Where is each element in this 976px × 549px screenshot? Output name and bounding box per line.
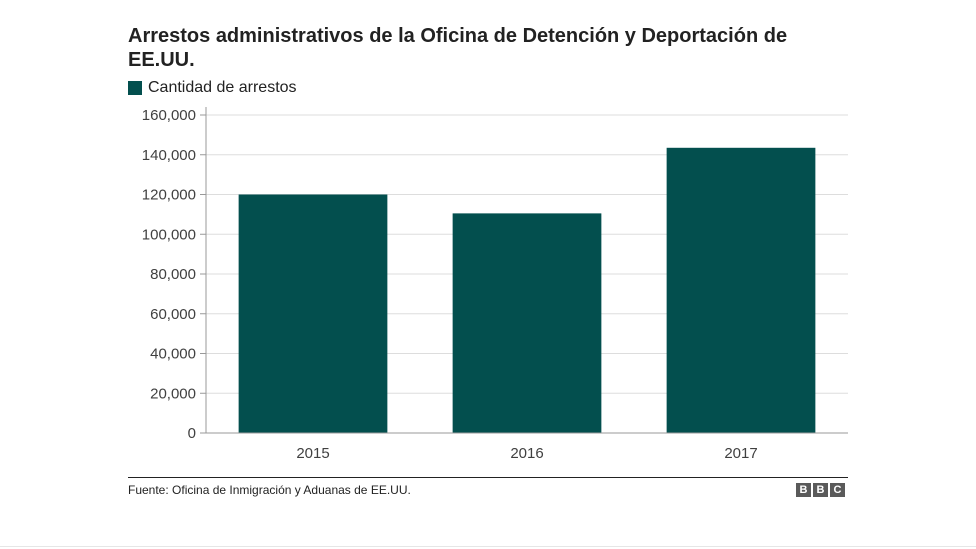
y-tick-label: 0 [188,425,196,442]
bars [238,147,816,433]
bbc-logo-letter: B [813,483,828,497]
page-bottom-border [0,546,976,547]
source-note: Fuente: Oficina de Inmigración y Aduanas… [128,483,411,497]
y-tick-label: 20,000 [150,385,196,402]
bar-2016 [452,213,602,433]
bbc-logo-letter: B [796,483,811,497]
legend-swatch [128,81,142,95]
y-tick-label: 120,000 [142,187,196,204]
bbc-logo: B B C [796,483,845,497]
y-axis-ticks: 0 20,000 40,000 60,000 80,000 100,000 120,000 1… [142,107,206,442]
x-axis-ticks: 2015 2016 2017 [296,445,757,462]
y-tick-label: 160,000 [142,107,196,124]
y-tick-label: 100,000 [142,226,196,243]
bar-2017 [666,147,816,433]
legend: Cantidad de arrestos [128,79,297,97]
y-tick-label: 80,000 [150,266,196,283]
y-tick-label: 140,000 [142,147,196,164]
bar-2015 [238,194,388,433]
x-tick-label: 2016 [510,445,543,462]
footer-divider [128,477,848,478]
y-tick-label: 40,000 [150,346,196,363]
y-tick-label: 60,000 [150,306,196,323]
legend-label: Cantidad de arrestos [148,79,297,96]
x-tick-label: 2015 [296,445,329,462]
chart-title: Arrestos administrativos de la Oficina d… [128,25,788,71]
axes [205,107,848,434]
x-tick-label: 2017 [724,445,757,462]
bbc-logo-letter: C [830,483,845,497]
